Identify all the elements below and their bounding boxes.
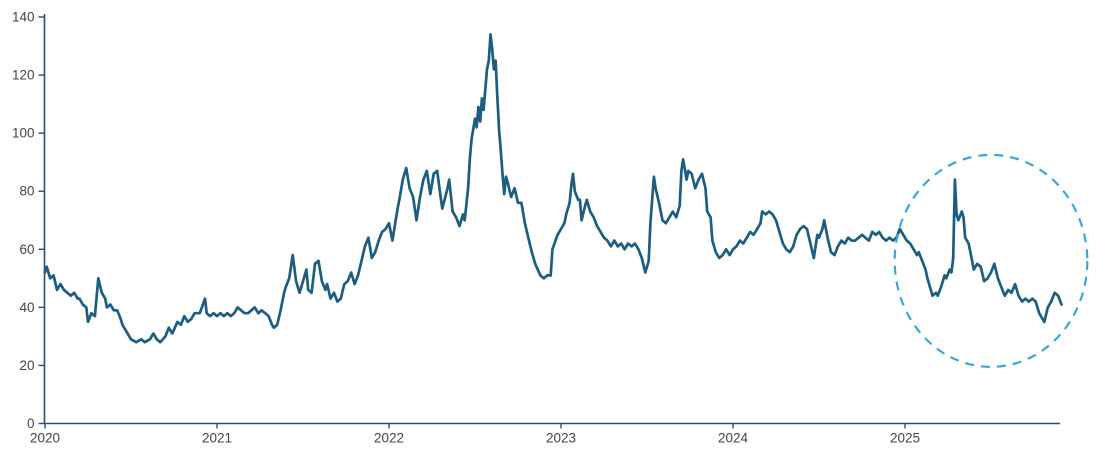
y-tick-label: 40: [19, 300, 34, 315]
x-tick-label: 2023: [546, 431, 576, 446]
x-tick-label: 2025: [890, 431, 920, 446]
x-tick-label: 2020: [30, 431, 60, 446]
y-tick-label: 100: [12, 126, 35, 141]
x-tick-label: 2022: [374, 431, 404, 446]
x-tick-label: 2021: [202, 431, 232, 446]
data-series-line: [43, 33, 1063, 344]
y-tick-label: 80: [19, 184, 34, 199]
y-tick-label: 140: [12, 10, 35, 25]
y-tick-label: 20: [19, 358, 34, 373]
x-tick-label: 2024: [718, 431, 749, 446]
y-tick-label: 0: [27, 416, 35, 431]
y-tick-label: 120: [12, 68, 35, 83]
y-tick-label: 60: [19, 242, 34, 257]
highlight-circle-annotation: [893, 153, 1089, 368]
